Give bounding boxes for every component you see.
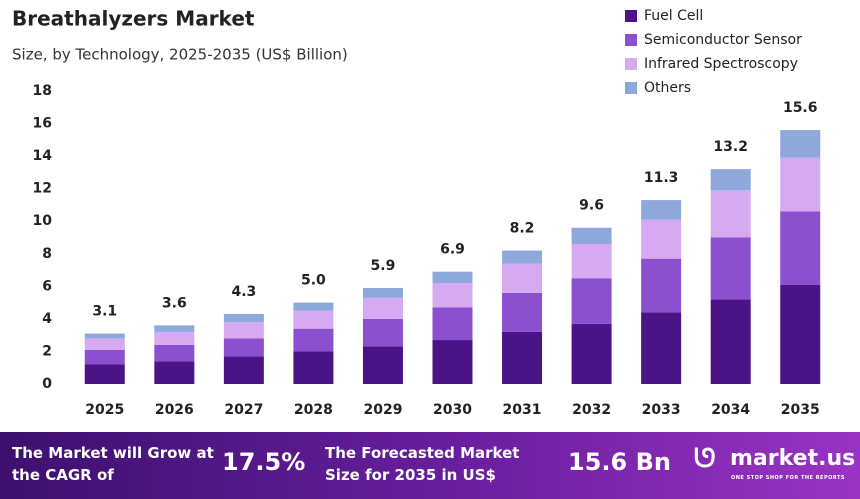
bar-segment	[710, 169, 751, 191]
bar-segment	[362, 297, 403, 319]
cagr-text: The Market will Grow at the CAGR of	[12, 444, 214, 484]
total-label: 4.3	[231, 284, 256, 300]
x-tick-label: 2027	[224, 402, 263, 418]
bar-segment	[223, 338, 264, 357]
bar-segment	[710, 190, 751, 238]
x-tick-label: 2034	[711, 402, 750, 418]
bar-segment	[780, 157, 821, 212]
bar-segment	[571, 244, 612, 279]
brand-icon: ᘎ	[694, 444, 716, 474]
chart-title: Breathalyzers Market	[12, 7, 255, 31]
bar-segment	[780, 284, 821, 384]
bar-segment	[502, 250, 543, 264]
bar-segment	[293, 351, 334, 384]
bar-segment	[223, 322, 264, 339]
bar-segment	[223, 314, 264, 323]
y-tick-label: 14	[33, 148, 53, 164]
total-label: 13.2	[713, 139, 748, 155]
chart: Breathalyzers Market Size, by Technology…	[12, 7, 821, 418]
forecast-value: 15.6 Bn	[568, 448, 671, 476]
total-label: 9.6	[579, 198, 604, 214]
bar-segment	[293, 328, 334, 352]
bar-segment	[502, 263, 543, 293]
bar-segment	[432, 271, 473, 284]
total-label: 5.9	[371, 258, 396, 274]
x-tick-label: 2025	[85, 402, 124, 418]
bar-segment	[432, 307, 473, 341]
legend-swatch	[625, 82, 637, 94]
bar-segment	[641, 219, 682, 259]
x-tick-label: 2026	[155, 402, 194, 418]
x-tick-label: 2031	[503, 402, 542, 418]
bar-segment	[571, 323, 612, 384]
x-tick-label: 2032	[572, 402, 611, 418]
bar-segment	[432, 340, 473, 384]
x-tick-label: 2033	[642, 402, 681, 418]
legend-label: Others	[644, 80, 691, 96]
y-tick-label: 6	[42, 278, 52, 294]
y-tick-label: 16	[33, 116, 52, 132]
legend-swatch	[625, 58, 637, 70]
bar-segment	[502, 292, 543, 332]
legend-swatch	[625, 10, 637, 22]
bar-segment	[84, 349, 125, 365]
tagline: ONE STOP SHOP FOR THE REPORTS	[731, 475, 846, 481]
brand: market.us	[730, 446, 856, 471]
legend-swatch	[625, 34, 637, 46]
legend-label: Fuel Cell	[644, 8, 703, 24]
y-tick-label: 2	[42, 343, 52, 359]
bar-segment	[154, 361, 195, 384]
bar-segment	[641, 258, 682, 313]
bar-segment	[223, 356, 264, 384]
forecast-text: The Forecasted Market Size for 2035 in U…	[325, 444, 520, 484]
bar-segment	[154, 344, 195, 362]
bar-segment	[641, 200, 682, 220]
x-tick-label: 2028	[294, 402, 333, 418]
bar-segment	[84, 333, 125, 339]
total-label: 6.9	[440, 242, 465, 258]
total-label: 8.2	[510, 221, 535, 237]
bar-segment	[710, 299, 751, 384]
bar-segment	[293, 310, 334, 329]
bar-segment	[641, 312, 682, 384]
footer-banner: The Market will Grow at the CAGR of 17.5…	[0, 432, 860, 499]
x-tick-label: 2035	[781, 402, 820, 418]
cagr-value: 17.5%	[222, 448, 306, 476]
total-label: 15.6	[783, 100, 818, 116]
bar-segment	[154, 331, 195, 345]
chart-subtitle: Size, by Technology, 2025-2035 (US$ Bill…	[12, 46, 348, 64]
x-tick-label: 2030	[433, 402, 472, 418]
bar-segment	[362, 346, 403, 384]
bar-segment	[502, 331, 543, 384]
bar-segment	[780, 211, 821, 285]
bar-segment	[571, 227, 612, 245]
bar-segment	[154, 325, 195, 332]
bar-segment	[293, 302, 334, 311]
bar-segment	[710, 237, 751, 300]
total-label: 3.6	[162, 295, 187, 311]
y-tick-label: 10	[33, 213, 53, 229]
bar-segment	[362, 287, 403, 298]
bar-segment	[84, 364, 125, 384]
y-tick-label: 18	[33, 83, 52, 99]
y-tick-label: 8	[42, 246, 52, 262]
total-label: 11.3	[644, 170, 679, 186]
total-label: 3.1	[92, 304, 117, 320]
bar-segment	[432, 283, 473, 308]
legend-label: Infrared Spectroscopy	[644, 56, 798, 72]
y-tick-label: 12	[33, 181, 52, 197]
legend-label: Semiconductor Sensor	[644, 32, 802, 48]
bar-segment	[362, 318, 403, 347]
x-tick-label: 2029	[363, 402, 402, 418]
y-tick-label: 0	[42, 376, 52, 392]
bar-segment	[571, 278, 612, 324]
bar-segment	[780, 130, 821, 158]
y-tick-label: 4	[42, 311, 52, 327]
total-label: 5.0	[301, 273, 326, 289]
bar-segment	[84, 338, 125, 350]
